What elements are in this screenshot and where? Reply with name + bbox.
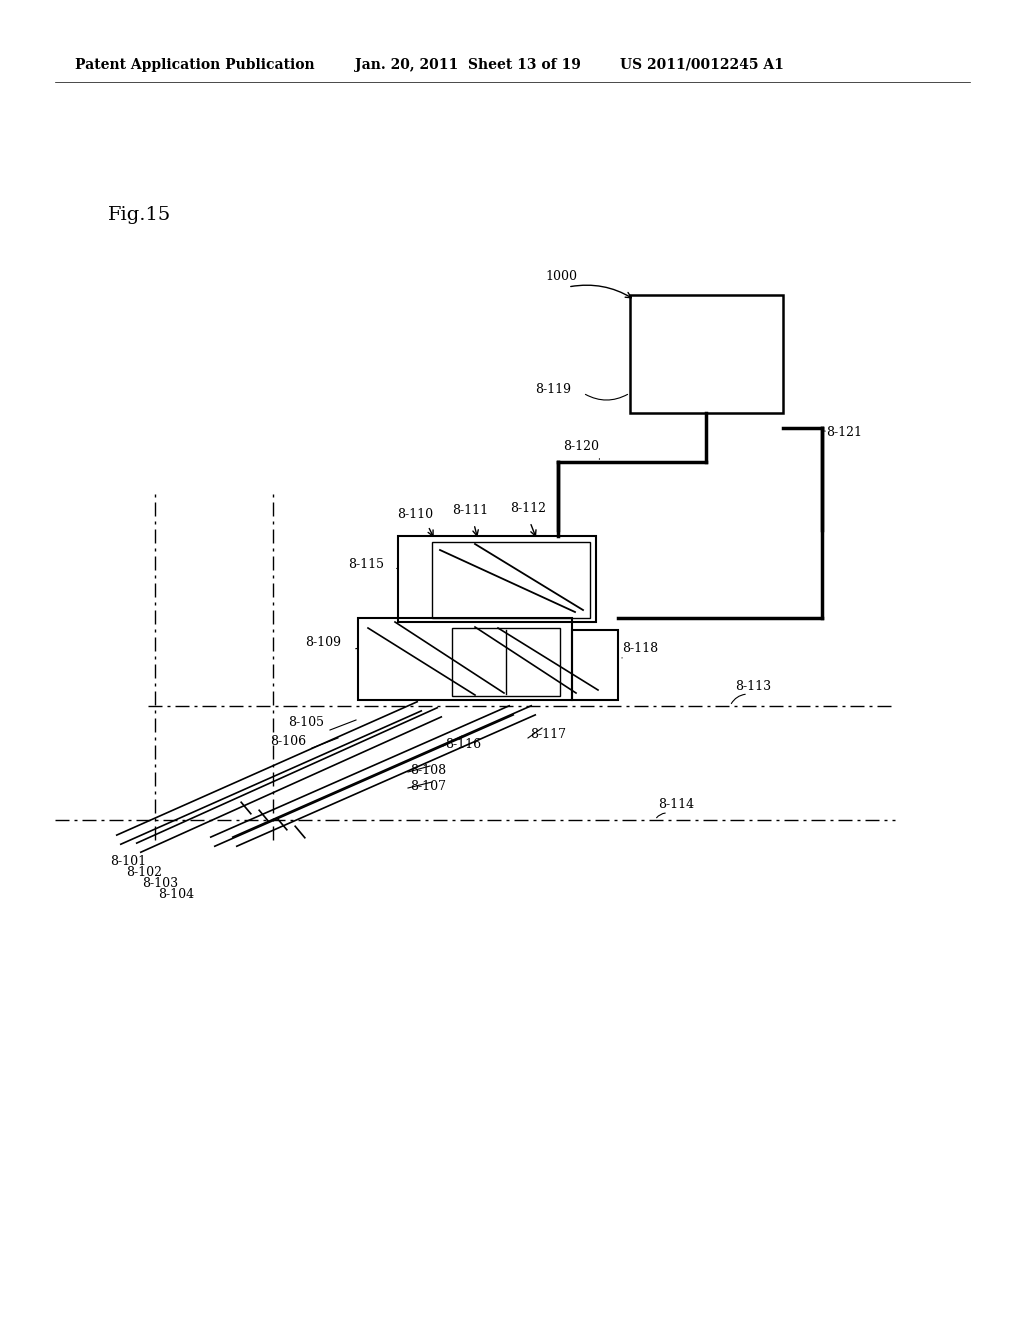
Text: 8-119: 8-119 [535, 383, 571, 396]
Text: 8-105: 8-105 [288, 715, 324, 729]
Text: 8-110: 8-110 [397, 508, 433, 521]
Text: 8-104: 8-104 [158, 888, 195, 902]
Bar [630, 294, 783, 413]
Text: 8-102: 8-102 [126, 866, 162, 879]
Text: 8-120: 8-120 [563, 440, 599, 453]
Text: 8-108: 8-108 [410, 764, 446, 777]
Text: US 2011/0012245 A1: US 2011/0012245 A1 [620, 58, 784, 73]
Text: 8-115: 8-115 [348, 558, 384, 572]
Bar [432, 543, 590, 618]
Text: 8-111: 8-111 [452, 504, 488, 517]
Text: 8-107: 8-107 [410, 780, 446, 793]
Text: 8-113: 8-113 [735, 680, 771, 693]
Text: Patent Application Publication: Patent Application Publication [75, 58, 314, 73]
Text: 8-106: 8-106 [270, 735, 306, 748]
Bar [452, 628, 560, 696]
Text: 8-118: 8-118 [622, 642, 658, 655]
Text: 8-117: 8-117 [530, 729, 566, 741]
Text: 1000: 1000 [545, 271, 577, 282]
Text: 8-116: 8-116 [445, 738, 481, 751]
Bar [398, 536, 596, 622]
Bar [358, 618, 572, 700]
Text: 8-103: 8-103 [142, 876, 178, 890]
Text: Fig.15: Fig.15 [108, 206, 171, 224]
Text: 8-121: 8-121 [826, 426, 862, 440]
Text: Jan. 20, 2011  Sheet 13 of 19: Jan. 20, 2011 Sheet 13 of 19 [355, 58, 581, 73]
Text: 8-101: 8-101 [110, 855, 146, 869]
Text: 8-109: 8-109 [305, 636, 341, 649]
Text: 8-112: 8-112 [510, 502, 546, 515]
Bar [572, 630, 618, 700]
Text: 8-114: 8-114 [658, 799, 694, 810]
